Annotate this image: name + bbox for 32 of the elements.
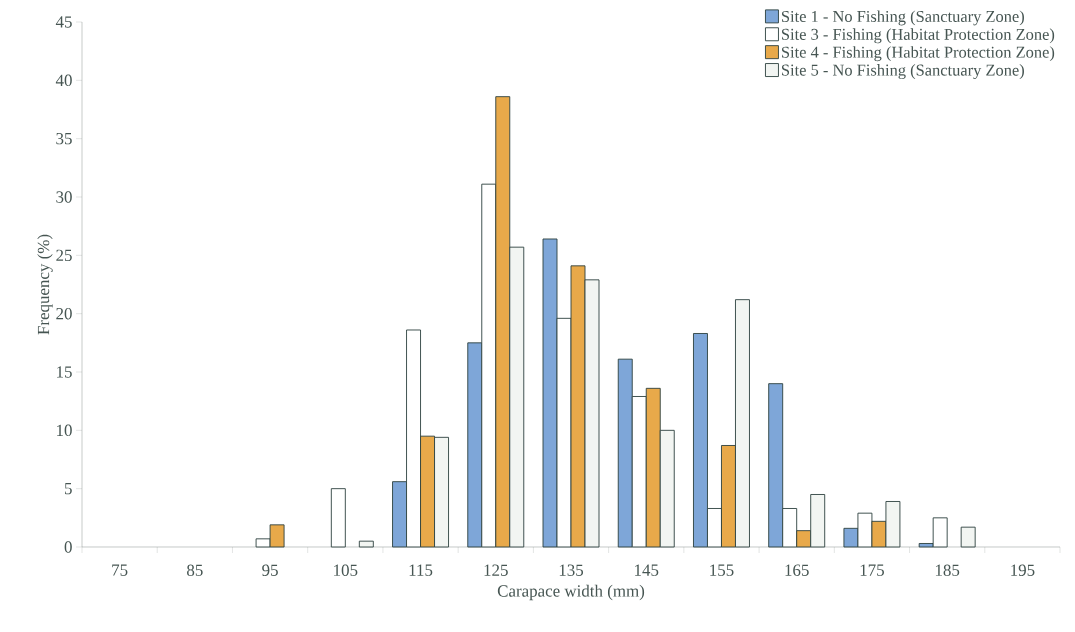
y-tick-label: 20 xyxy=(56,307,72,320)
y-tick-label: 25 xyxy=(56,249,72,262)
x-tick-label: 155 xyxy=(710,564,734,576)
legend-label: Site 3 - Fishing (Habitat Protection Zone) xyxy=(781,28,1055,44)
y-tick-label: 35 xyxy=(56,132,72,145)
x-axis-title: Carapace width (mm) xyxy=(497,584,645,601)
x-tick-label: 185 xyxy=(935,564,960,576)
y-tick-label: 10 xyxy=(57,424,72,437)
x-tick-label: 175 xyxy=(860,564,884,576)
bar xyxy=(330,488,346,548)
x-tick-label: 165 xyxy=(785,564,809,576)
x-tick-label: 95 xyxy=(262,564,278,576)
x-tick-label: 195 xyxy=(1011,564,1035,576)
x-tick-label: 75 xyxy=(112,564,128,576)
y-tick-label: 15 xyxy=(57,366,72,378)
legend-label: Site 5 - No Fishing (Sanctuary Zone) xyxy=(781,64,1024,80)
legend-label: Site 4 - Fishing (Habitat Protection Zone) xyxy=(781,46,1055,62)
x-tick-label: 105 xyxy=(334,564,358,576)
bar xyxy=(358,540,374,548)
y-tick-label: 30 xyxy=(56,191,72,203)
x-tick-label: 85 xyxy=(187,564,203,576)
x-tick-label: 135 xyxy=(559,564,584,576)
bar xyxy=(960,526,976,548)
x-tick-label: 145 xyxy=(635,564,659,576)
x-tick-label: 115 xyxy=(409,564,433,576)
y-axis-title: Frequency (%) xyxy=(37,234,53,335)
y-tick-label: 5 xyxy=(65,483,72,495)
y-tick-label: 0 xyxy=(64,541,72,553)
y-tick-label: 45 xyxy=(55,16,72,28)
y-tick-label: 40 xyxy=(55,74,72,87)
legend-label: Site 1 - No Fishing (Sanctuary Zone) xyxy=(781,10,1024,26)
x-tick-label: 125 xyxy=(484,564,508,576)
